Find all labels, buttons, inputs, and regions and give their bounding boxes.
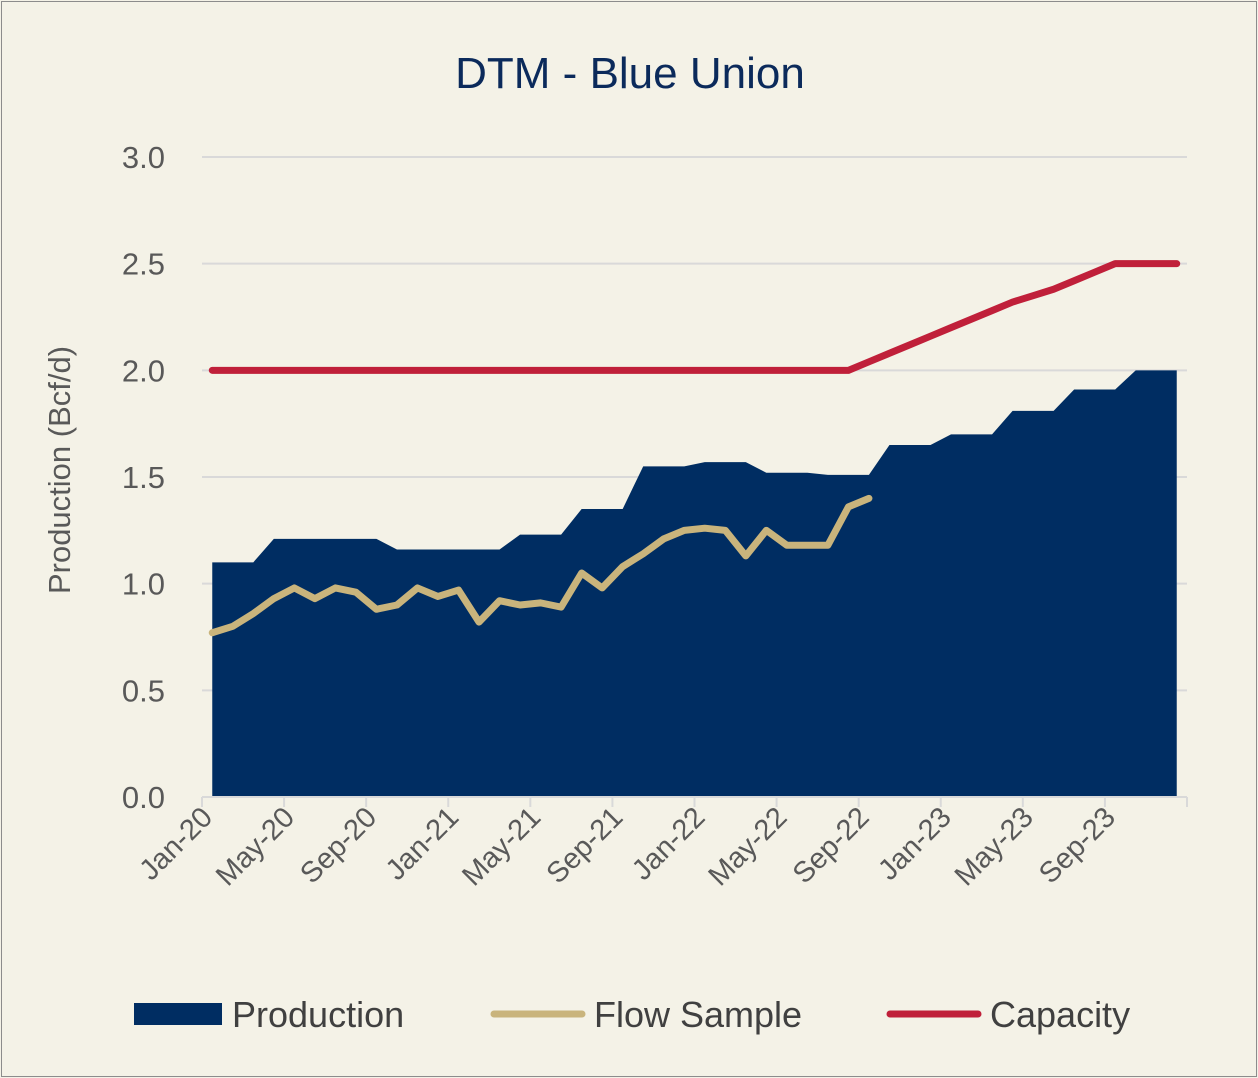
x-tick-label: Jan-23 bbox=[872, 801, 957, 886]
legend-label-capacity: Capacity bbox=[990, 994, 1130, 1035]
series-area-production bbox=[212, 370, 1177, 797]
series-line-capacity bbox=[208, 260, 1181, 374]
chart-title: DTM - Blue Union bbox=[455, 49, 805, 98]
x-tick-label: Sep-23 bbox=[1033, 801, 1122, 890]
y-tick-label: 1.5 bbox=[122, 460, 165, 495]
x-tick-label: Jan-21 bbox=[380, 801, 465, 886]
y-tick-label: 2.5 bbox=[122, 247, 165, 282]
legend: Production Flow Sample Capacity bbox=[134, 994, 1130, 1035]
y-tick-label: 1.0 bbox=[122, 567, 165, 602]
y-tick-label: 2.0 bbox=[122, 353, 165, 388]
y-axis-ticks: 0.0 0.5 1.0 1.5 2.0 2.5 3.0 bbox=[122, 140, 165, 815]
x-axis: Jan-20May-20Sep-20Jan-21May-21Sep-21Jan-… bbox=[134, 796, 1188, 892]
series-line-flow-sample bbox=[208, 494, 873, 637]
x-tick-label: Sep-20 bbox=[294, 801, 383, 890]
x-tick-label: May-23 bbox=[949, 801, 1040, 892]
y-tick-label: 0.5 bbox=[122, 673, 165, 708]
x-tick-label: Jan-22 bbox=[626, 801, 711, 886]
y-tick-label: 3.0 bbox=[122, 140, 165, 175]
x-tick-label: Sep-21 bbox=[541, 801, 630, 890]
plot-area bbox=[208, 260, 1181, 797]
legend-label-flow-sample: Flow Sample bbox=[594, 994, 802, 1035]
legend-label-production: Production bbox=[232, 994, 404, 1035]
y-tick-label: 0.0 bbox=[122, 780, 165, 815]
y-axis-label: Production (Bcf/d) bbox=[42, 346, 77, 594]
x-tick-label: May-21 bbox=[456, 801, 547, 892]
x-tick-label: May-22 bbox=[703, 801, 794, 892]
legend-swatch-production bbox=[134, 1003, 222, 1025]
x-tick-label: May-20 bbox=[210, 801, 301, 892]
x-tick-label: Sep-22 bbox=[787, 801, 876, 890]
